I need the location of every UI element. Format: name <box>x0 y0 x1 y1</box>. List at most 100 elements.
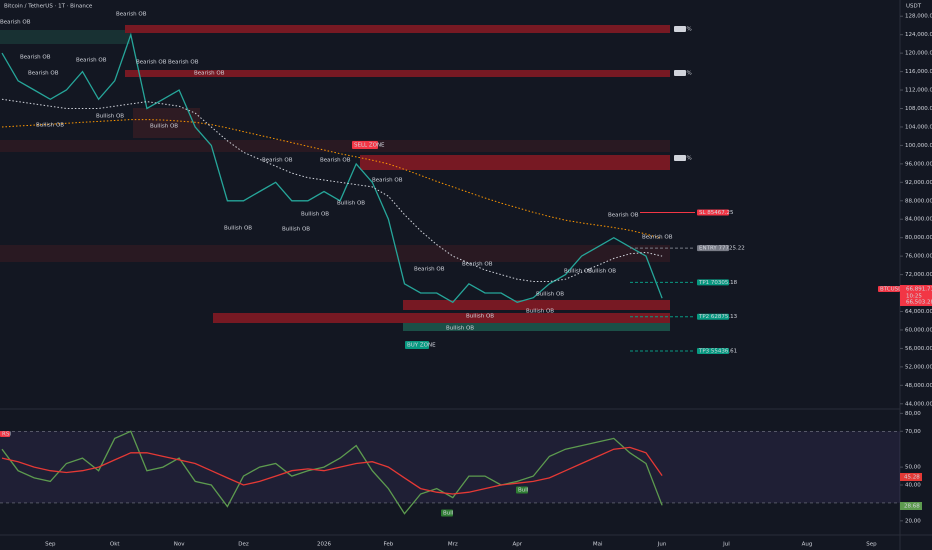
y-tick-label: 96,000.00 <box>905 161 932 167</box>
y-tick-label: 108,000.00 <box>905 106 932 112</box>
zone <box>360 155 670 170</box>
ob-label: Bullish OB <box>96 114 124 120</box>
label-text: TP2 62875.13 <box>698 314 738 320</box>
x-tick-label: Dez <box>238 542 249 548</box>
label-text: RSI <box>2 432 11 438</box>
y-tick-label: 88,000.00 <box>905 198 932 204</box>
label-box <box>516 486 528 494</box>
ob-label: Bearish OB <box>262 158 293 164</box>
label-text: 100% <box>676 156 692 162</box>
ob-label: Bullish OB <box>588 269 616 275</box>
ob-label: Bearish OB <box>194 71 225 77</box>
label-text: SL 85467.25 <box>699 210 734 216</box>
y-tick-label: 44,000.00 <box>905 401 932 407</box>
x-tick-label: Sep <box>45 542 56 548</box>
series-line <box>1 32 663 304</box>
y-tick-label: 52,000.00 <box>905 364 932 370</box>
label-box <box>674 26 686 32</box>
y-tick-label: 56,000.00 <box>905 346 932 352</box>
ob-label: Bullish OB <box>526 309 554 315</box>
series-line <box>1 119 663 240</box>
ob-label: Bullish OB <box>301 212 329 218</box>
x-tick-label: Feb <box>384 542 394 548</box>
y-tick-label: 92,000.00 <box>905 180 932 186</box>
y-tick-label: 116,000.00 <box>905 69 932 75</box>
currency: USDT <box>906 4 922 10</box>
label-text: SELL ZONE <box>354 143 385 149</box>
label-text: 100% <box>676 71 692 77</box>
zones <box>0 25 670 331</box>
ob-label: Bearish OB <box>168 60 199 66</box>
label-box <box>878 286 900 292</box>
ob-label: Bullish OB <box>36 123 64 129</box>
ob-label: Bearish OB <box>20 55 51 61</box>
ob-label: Bearish OB <box>642 235 673 241</box>
label-box <box>697 279 729 286</box>
ob-label: Bearish OB <box>414 267 445 273</box>
label-text: 100% <box>676 27 692 33</box>
label-box <box>405 341 429 349</box>
x-tick-label: Mai <box>593 542 603 548</box>
y-tick-label: 124,000.00 <box>905 32 932 38</box>
x-tick-label: Apr <box>512 542 522 548</box>
label-box <box>674 155 686 161</box>
ob-label: Bearish OB <box>0 20 31 26</box>
y-tick-label: 60,000.00 <box>905 327 932 333</box>
rsi-tag <box>900 473 922 481</box>
x-tick-label: Jun <box>657 542 667 548</box>
zone <box>0 30 130 44</box>
ob-label: Bullish OB <box>337 201 365 207</box>
x-tick-label: 2026 <box>317 542 331 548</box>
label-box <box>697 348 729 355</box>
label-box <box>697 245 729 252</box>
label-box <box>352 141 378 149</box>
y-tick-label: 120,000.00 <box>905 51 932 57</box>
y-tick-label: 64,000.00 <box>905 309 932 315</box>
series-line <box>1 446 663 495</box>
ob-label: Bearish OB <box>462 262 493 268</box>
y-tick-label: 72,000.00 <box>905 272 932 278</box>
chart-title: Bitcoin / TetherUS · 1T · Binance <box>4 4 93 10</box>
label-text: Bull <box>518 488 529 494</box>
x-tick-label: Mrz <box>448 542 458 548</box>
ob-label: Bullish OB <box>466 314 494 320</box>
x-tick-label: Okt <box>110 542 121 548</box>
ob-label: Bearish OB <box>136 60 167 66</box>
rsi-tag <box>900 502 922 510</box>
ob-label: Bullish OB <box>446 326 474 332</box>
y-tick-label: 80,000.00 <box>905 235 932 241</box>
label-text: TP3 55436.61 <box>698 349 737 355</box>
zone <box>0 140 670 152</box>
price-tag <box>900 285 932 306</box>
ob-label: Bearish OB <box>608 213 639 219</box>
price-text: 66,891.71 <box>906 287 932 293</box>
label-box <box>674 70 686 76</box>
label-text: BTCUSDT <box>880 287 906 293</box>
zone <box>213 313 670 323</box>
y-tick-label: 80,00 <box>905 411 921 417</box>
y-tick-label: 20,00 <box>905 518 921 524</box>
y-tick-label: 76,000.00 <box>905 254 932 260</box>
x-tick-label: Nov <box>174 542 185 548</box>
zone <box>125 70 670 77</box>
series-line <box>1 98 663 282</box>
y-tick-label: 104,000.00 <box>905 124 932 130</box>
y-tick-label: 70,00 <box>905 429 921 435</box>
label-text: Bull <box>443 511 454 517</box>
y-tick-label: 48,000.00 <box>905 383 932 389</box>
x-tick-label: Aug <box>802 542 813 548</box>
zone <box>403 323 670 331</box>
y-tick-label: 50,00 <box>905 465 921 471</box>
ob-label: Bearish OB <box>372 178 403 184</box>
ob-label: Bearish OB <box>116 12 147 18</box>
ob-label: Bullish OB <box>224 226 252 232</box>
zone <box>0 245 670 262</box>
price-text: 66,503.28 <box>906 300 932 306</box>
label-box <box>441 509 453 517</box>
label-box <box>697 313 729 320</box>
y-tick-label: 100,000.00 <box>905 143 932 149</box>
price-text: 10:25 <box>906 294 922 300</box>
y-tick-label: 112,000.00 <box>905 88 932 94</box>
rsi-tag-text: 45.28 <box>904 475 920 481</box>
